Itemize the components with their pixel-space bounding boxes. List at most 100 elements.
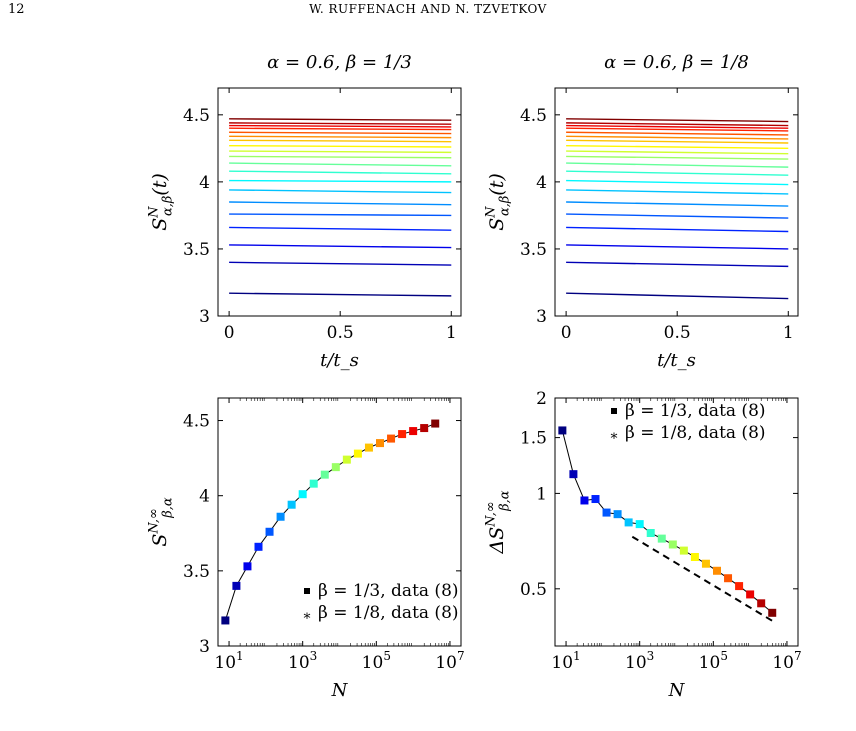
data-point [624, 518, 633, 527]
data-point [431, 419, 440, 428]
x-tick-label: 107 [772, 649, 801, 673]
legend-square-marker [304, 588, 310, 594]
chart-panel-2: α = 0.6, β = 1/8 3 3.5 4 4.5 0 0.5 1 t/t_s SNα,β(… [483, 52, 799, 371]
y-axis-label: SNα,β(t) [483, 173, 512, 231]
y-axis-label: ΔSN,∞β,α [483, 490, 512, 554]
data-point [746, 590, 755, 599]
series-line [229, 170, 452, 175]
series-line [229, 155, 452, 159]
series-line [229, 201, 452, 206]
data-point [657, 534, 666, 543]
x-tick-label: 0.5 [327, 323, 354, 343]
chart-panel-1: α = 0.6, β = 1/3 3 3.5 4 4.5 0 0.5 1 t/t_s SNα,β(… [146, 52, 462, 371]
data-point [569, 470, 578, 479]
y-tick-label: 3.5 [520, 240, 547, 260]
series-line [566, 131, 789, 136]
series-line [229, 179, 452, 183]
series-line [229, 135, 452, 139]
x-tick-label: 105 [362, 649, 391, 673]
data-point [668, 540, 677, 549]
y-tick-label: 3.5 [183, 562, 210, 582]
data-point [276, 512, 285, 521]
data-point [232, 581, 241, 590]
x-tick-label: 103 [288, 649, 317, 673]
series-line [566, 292, 789, 300]
x-axis-label: N [668, 680, 686, 701]
chart-panel-3: 3 3.5 4 4.5 101 103 105 107 N SN,∞β,α β = 1/3, dat… [146, 397, 465, 701]
data-point [298, 490, 307, 499]
data-point [558, 426, 567, 435]
x-axis-label: t/t_s [657, 350, 696, 371]
legend-label: β = 1/8, data (8) [318, 603, 459, 623]
y-tick-label: 3.5 [183, 240, 210, 260]
chart-title: α = 0.6, β = 1/3 [267, 52, 412, 73]
data-point [679, 546, 688, 555]
legend-star-marker: * [304, 611, 311, 627]
series-line [229, 124, 452, 128]
series-line [566, 244, 789, 250]
y-tick-label: 4.5 [520, 106, 547, 126]
data-point [387, 434, 396, 443]
series-line [229, 118, 452, 121]
data-point [580, 496, 589, 505]
series-line [566, 127, 789, 132]
legend-label: β = 1/3, data (8) [625, 401, 766, 421]
series-line [566, 139, 789, 144]
x-tick-label: 105 [699, 649, 728, 673]
series-line [229, 131, 452, 135]
y-tick-label: 1 [536, 484, 547, 504]
x-axis-label: N [331, 680, 349, 701]
y-tick-label: 4.5 [183, 106, 210, 126]
running-head: W. RUFFENACH AND N. TZVETKOV [309, 2, 547, 16]
page-number: 12 [8, 2, 25, 17]
series-line [229, 226, 452, 231]
axes-box [217, 87, 462, 317]
x-tick-label: 101 [214, 649, 243, 673]
data-point [602, 508, 611, 517]
series-line [229, 127, 452, 131]
series-line [229, 244, 452, 249]
x-axis-label: t/t_s [320, 350, 359, 371]
data-point [331, 463, 340, 472]
series-line [566, 213, 789, 219]
data-point [613, 510, 622, 519]
series-line [566, 226, 789, 233]
series-line [566, 170, 789, 176]
x-tick-label: 0.5 [664, 323, 691, 343]
y-tick-label: 4 [199, 173, 210, 193]
series-line [229, 189, 452, 194]
data-point [287, 500, 296, 509]
data-point [309, 479, 318, 488]
y-axis-label: SNα,β(t) [146, 173, 175, 231]
data-point [713, 566, 721, 575]
series-line [229, 122, 452, 125]
series-line [566, 150, 789, 155]
data-point [353, 449, 362, 458]
series-line [566, 155, 789, 160]
x-tick-label: 1 [783, 323, 794, 343]
legend-star-marker: * [611, 431, 618, 447]
data-point [701, 559, 710, 568]
data-point [757, 599, 766, 608]
y-tick-label: 4 [536, 173, 547, 193]
data-point [376, 439, 384, 448]
data-point [735, 582, 744, 591]
axes-box [217, 397, 462, 647]
series-line [566, 179, 789, 186]
y-tick-label: 2 [536, 389, 547, 409]
series-line [566, 201, 789, 207]
axes-box [554, 397, 799, 647]
series-line [566, 162, 789, 168]
series-line [566, 189, 789, 195]
x-tick-label: 0 [561, 323, 572, 343]
series-line [566, 118, 789, 123]
series-line [566, 135, 789, 140]
series-line [229, 292, 452, 297]
y-tick-label: 4 [199, 487, 210, 507]
y-axis-label: SN,∞β,α [146, 497, 175, 546]
legend-label: β = 1/3, data (8) [318, 581, 459, 601]
data-point [320, 470, 329, 479]
series-line [229, 261, 452, 266]
data-point [342, 455, 351, 464]
